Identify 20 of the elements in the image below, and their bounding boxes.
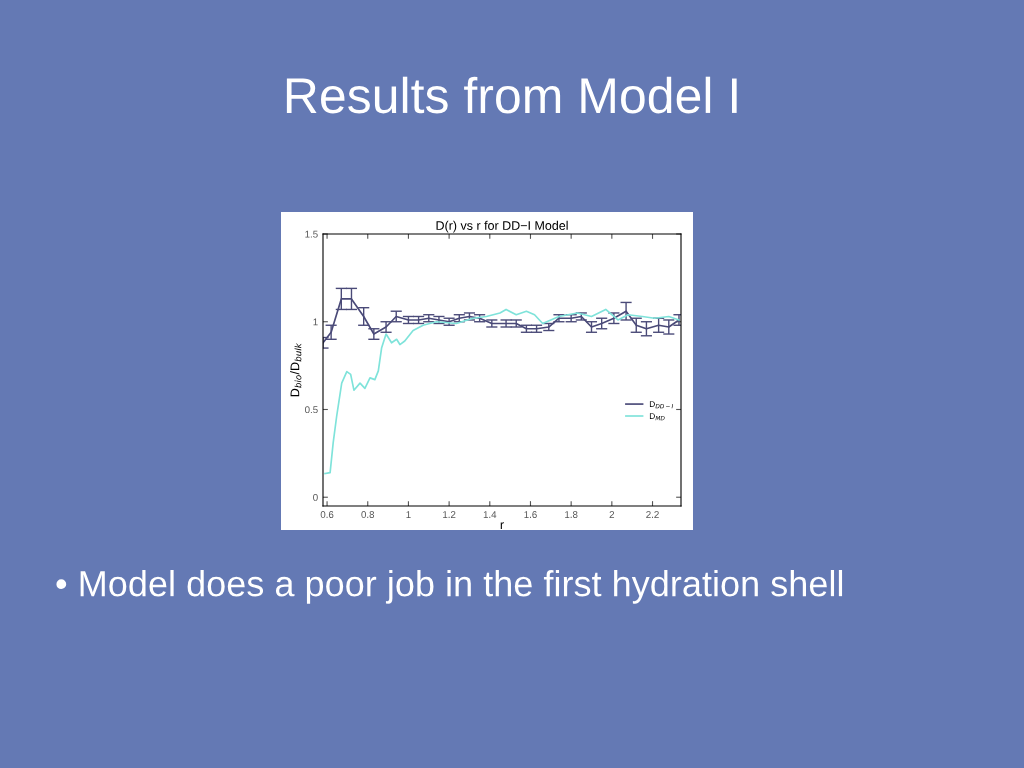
- y-tick-label: 0: [313, 493, 318, 501]
- x-tick-label: 1.8: [565, 511, 578, 518]
- legend-label: D$_{DD−I}$: [649, 401, 674, 409]
- x-tick-label: 1.4: [483, 511, 497, 518]
- x-tick-label: 1: [406, 511, 411, 518]
- legend-label: D$_{MD}$: [649, 413, 665, 421]
- chart-title: Results from Model I: [286, 76, 737, 114]
- x-tick-label: 1.6: [524, 511, 537, 518]
- y-axis-title: D$_{bio}$/D$_{bulk}$: [290, 342, 302, 397]
- text: • Model does a poor job in the first hydration shell: [56, 570, 843, 604]
- x-tick-label: 2: [609, 511, 615, 518]
- x-axis-title: r: [500, 522, 504, 529]
- x-tick-label: 2.2: [646, 511, 659, 518]
- y-tick-label: 1: [313, 318, 318, 326]
- x-tick-label: 0.8: [361, 511, 375, 518]
- y-tick-label: 0.5: [305, 406, 318, 414]
- x-tick-label: 0.6: [320, 511, 334, 518]
- chart-subtitle: D(r) vs r for DD−I Model: [436, 220, 568, 233]
- x-tick-label: 1.2: [443, 511, 456, 518]
- y-tick-label: 1.5: [305, 230, 318, 238]
